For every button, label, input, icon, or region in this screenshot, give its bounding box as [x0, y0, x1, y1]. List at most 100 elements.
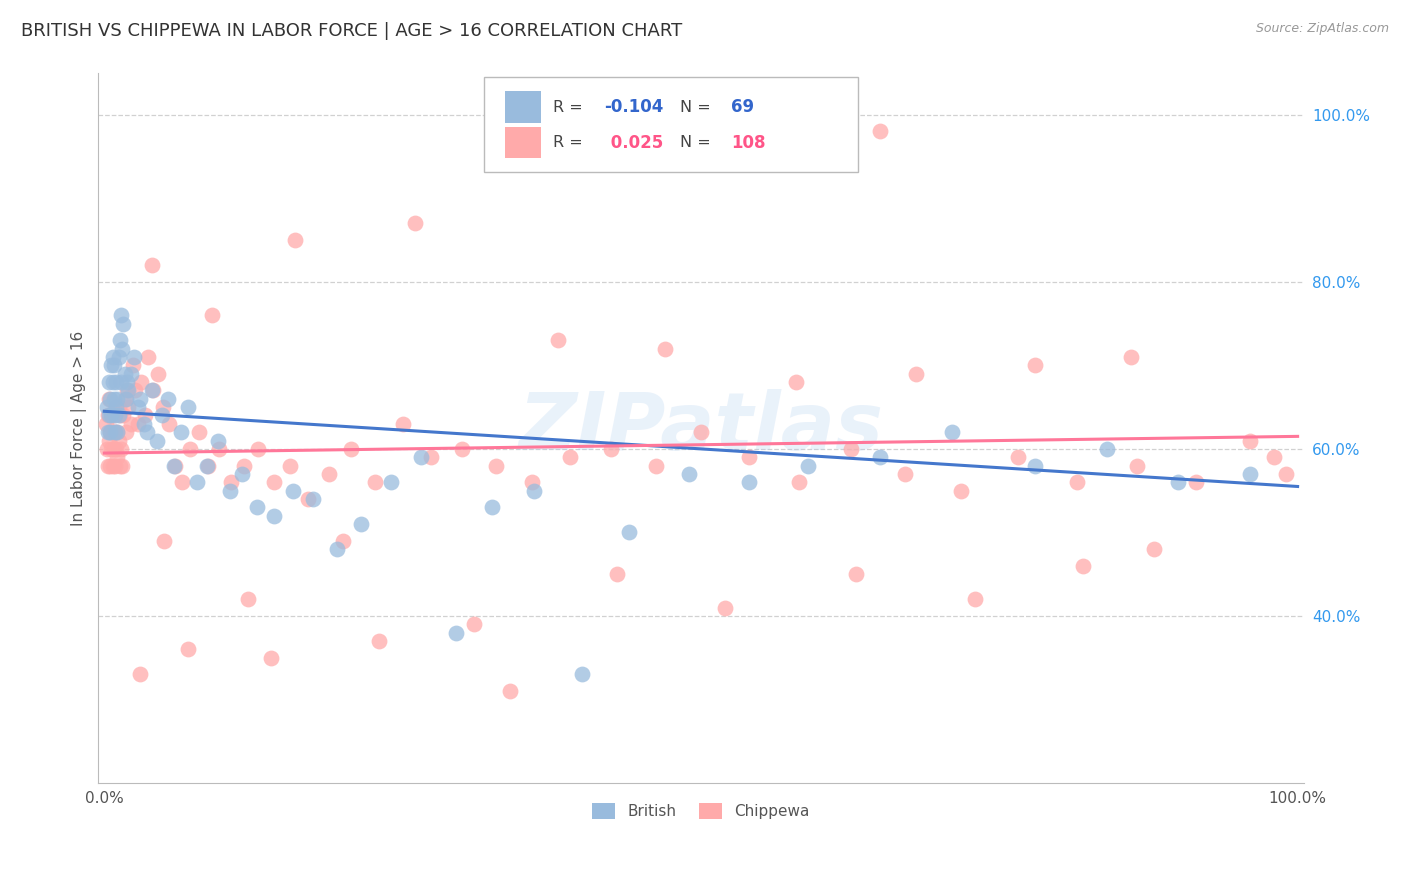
Point: [157, 417, 180, 431]
Point: [409, 450, 432, 465]
Point: [107, 434, 129, 448]
Point: [246, 500, 269, 515]
Point: [105, 442, 128, 456]
Point: [463, 617, 485, 632]
Point: [152, 400, 174, 414]
Point: [105, 400, 128, 414]
Point: [114, 425, 136, 440]
Point: [124, 384, 146, 398]
Text: N =: N =: [681, 135, 716, 150]
Point: [101, 375, 124, 389]
Point: [100, 359, 122, 373]
Point: [1167, 475, 1189, 490]
Point: [263, 475, 285, 490]
Point: [104, 425, 127, 440]
Point: [326, 542, 349, 557]
Point: [104, 425, 127, 440]
Point: [451, 442, 474, 456]
Point: [97, 458, 120, 473]
Point: [177, 400, 200, 414]
Point: [941, 425, 963, 440]
Bar: [505, 127, 541, 158]
Point: [197, 458, 219, 473]
Text: 0.025: 0.025: [605, 134, 662, 152]
Point: [281, 483, 304, 498]
Point: [177, 642, 200, 657]
Point: [232, 458, 254, 473]
Point: [481, 500, 503, 515]
Point: [134, 409, 156, 423]
Text: N =: N =: [681, 100, 716, 114]
Point: [150, 409, 173, 423]
Point: [107, 425, 129, 440]
Point: [162, 458, 184, 473]
Point: [122, 359, 145, 373]
Bar: [505, 92, 541, 123]
FancyBboxPatch shape: [484, 77, 858, 172]
Point: [98, 392, 121, 406]
Point: [129, 392, 152, 406]
Point: [690, 425, 713, 440]
Point: [127, 417, 149, 431]
Point: [136, 425, 159, 440]
Point: [101, 458, 124, 473]
Point: [1125, 458, 1147, 473]
Point: [208, 442, 231, 456]
Point: [247, 442, 270, 456]
Point: [103, 359, 125, 373]
Point: [111, 342, 134, 356]
Point: [894, 467, 917, 481]
Point: [111, 458, 134, 473]
Point: [654, 342, 676, 356]
Point: [97, 409, 120, 423]
Point: [547, 333, 569, 347]
Point: [499, 684, 522, 698]
Point: [263, 508, 285, 523]
Point: [797, 458, 820, 473]
Point: [108, 409, 131, 423]
Point: [100, 409, 122, 423]
Point: [340, 442, 363, 456]
Point: [1024, 359, 1046, 373]
Point: [103, 442, 125, 456]
Point: [391, 417, 413, 431]
Point: [1185, 475, 1208, 490]
Point: [284, 233, 307, 247]
Point: [630, 141, 652, 155]
Point: [738, 475, 761, 490]
Point: [207, 434, 229, 448]
Text: Source: ZipAtlas.com: Source: ZipAtlas.com: [1256, 22, 1389, 36]
Text: 69: 69: [731, 98, 754, 116]
Point: [845, 567, 868, 582]
Point: [101, 350, 124, 364]
Point: [571, 667, 593, 681]
Point: [186, 475, 208, 490]
Point: [332, 533, 354, 548]
Point: [1066, 475, 1088, 490]
Point: [100, 409, 122, 423]
Point: [107, 392, 129, 406]
Point: [156, 392, 179, 406]
Point: [839, 442, 862, 456]
Point: [787, 475, 810, 490]
Point: [869, 450, 891, 465]
Point: [1024, 458, 1046, 473]
Point: [101, 425, 124, 440]
Point: [104, 458, 127, 473]
Point: [1143, 542, 1166, 557]
Point: [606, 567, 628, 582]
Point: [302, 491, 325, 506]
Point: [1263, 450, 1285, 465]
Point: [404, 216, 426, 230]
Point: [738, 450, 761, 465]
Point: [98, 375, 121, 389]
Point: [97, 425, 120, 440]
Point: [117, 384, 139, 398]
Point: [132, 417, 155, 431]
Point: [218, 483, 240, 498]
Point: [364, 475, 387, 490]
Point: [749, 133, 772, 147]
Point: [619, 525, 641, 540]
Text: R =: R =: [553, 135, 588, 150]
Point: [112, 409, 135, 423]
